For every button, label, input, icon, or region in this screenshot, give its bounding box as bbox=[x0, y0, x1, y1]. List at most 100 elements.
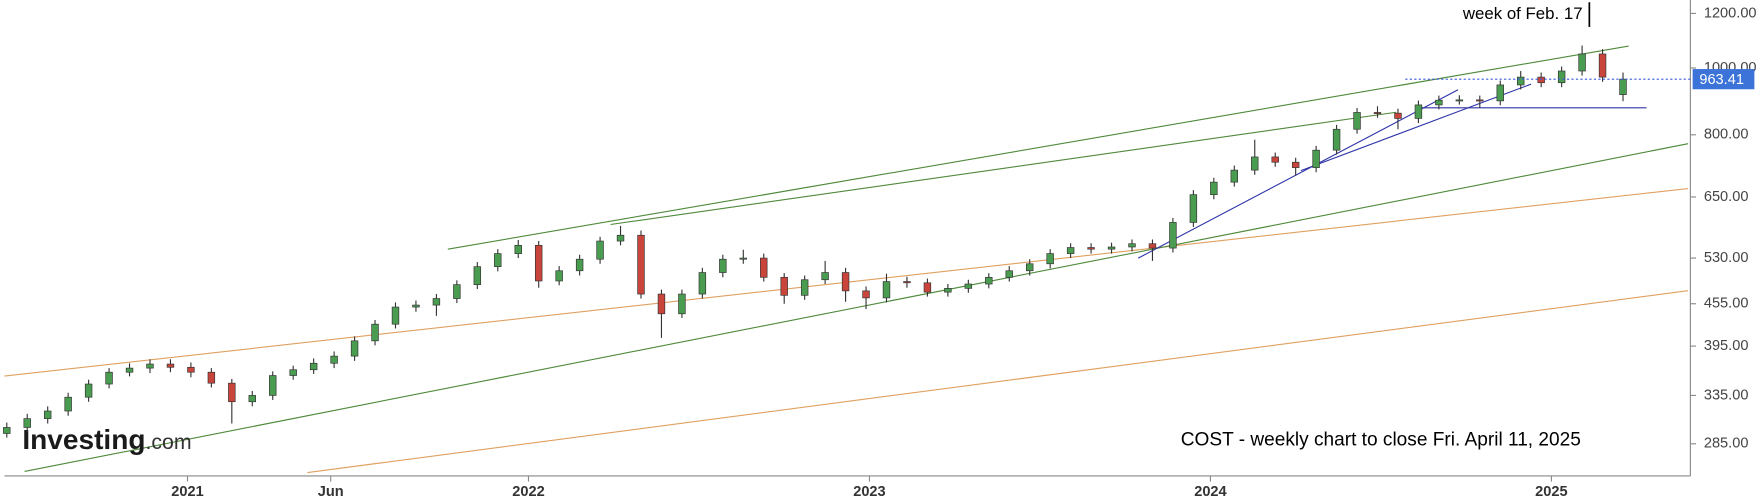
candle-body bbox=[760, 257, 768, 278]
candle-body bbox=[1251, 156, 1259, 171]
annotation: COST - weekly chart to close Fri. April … bbox=[1181, 430, 1581, 451]
trend-line bbox=[1137, 89, 1459, 259]
trend-line bbox=[1300, 83, 1532, 172]
candle-body bbox=[125, 367, 134, 373]
candle-body bbox=[391, 306, 400, 325]
background bbox=[4, 0, 1757, 504]
candle-body bbox=[207, 371, 216, 384]
candle-body bbox=[657, 293, 666, 315]
candle-body bbox=[882, 281, 891, 299]
candle-body bbox=[1128, 243, 1136, 248]
candle-body bbox=[1066, 247, 1075, 254]
candle-body bbox=[1210, 181, 1218, 196]
candle-body bbox=[719, 258, 727, 273]
trend-line bbox=[307, 290, 1689, 474]
candle-body bbox=[494, 253, 502, 268]
candle-body bbox=[412, 304, 420, 308]
candle-body bbox=[596, 240, 604, 260]
last-price-label: 963.41 bbox=[1699, 72, 1744, 88]
candle-body bbox=[678, 293, 686, 315]
candle-body bbox=[575, 258, 584, 272]
candle-body bbox=[1517, 76, 1525, 86]
candle-body bbox=[166, 363, 175, 368]
candle-body bbox=[1557, 70, 1566, 84]
candle-body bbox=[1291, 161, 1300, 168]
y-tick-label: 1200.00 bbox=[1704, 5, 1757, 21]
x-tick-label: 2024 bbox=[1194, 484, 1227, 500]
candle-body bbox=[637, 234, 645, 295]
candle-body bbox=[350, 340, 359, 357]
candle-body bbox=[1087, 247, 1095, 250]
candle-body bbox=[841, 272, 850, 292]
candle-body bbox=[1537, 76, 1545, 84]
candle-body bbox=[800, 279, 809, 296]
candle-body bbox=[289, 369, 297, 376]
candle-body bbox=[1230, 169, 1238, 183]
candle-body bbox=[534, 245, 543, 282]
candle-body bbox=[514, 245, 522, 254]
candle-body bbox=[1005, 270, 1013, 278]
candle-body bbox=[1598, 53, 1607, 78]
candle-body bbox=[1148, 243, 1157, 249]
y-tick-label: 455.00 bbox=[1704, 296, 1749, 312]
candle-body bbox=[1353, 112, 1361, 130]
trend-line bbox=[610, 111, 1397, 226]
candle-body bbox=[1189, 194, 1198, 223]
trend-line bbox=[447, 45, 1629, 250]
candle-body bbox=[985, 276, 993, 285]
candles bbox=[3, 45, 1627, 438]
candle-body bbox=[780, 276, 788, 296]
y-tick-label: 800.00 bbox=[1704, 127, 1749, 143]
trend-line bbox=[24, 143, 1689, 472]
candle-body bbox=[1046, 253, 1054, 265]
candle-body bbox=[944, 288, 952, 293]
x-tick-label: 2021 bbox=[171, 484, 203, 500]
candle-body bbox=[453, 284, 461, 299]
candle-body bbox=[43, 410, 52, 419]
y-tick-label: 335.00 bbox=[1704, 387, 1749, 403]
candle-body bbox=[473, 266, 482, 285]
candle-body bbox=[105, 371, 113, 385]
candle-body bbox=[698, 272, 707, 295]
candle-body bbox=[862, 290, 870, 299]
candle-body bbox=[1496, 84, 1504, 102]
candle-body bbox=[3, 427, 11, 434]
candle-body bbox=[228, 382, 236, 403]
candle-body bbox=[903, 281, 911, 284]
candle-body bbox=[1435, 99, 1443, 106]
candle-body bbox=[432, 298, 441, 306]
candle-body bbox=[1578, 53, 1586, 72]
x-tick-label: 2025 bbox=[1535, 484, 1567, 500]
candle-body bbox=[269, 375, 277, 396]
annotation: week of Feb. 17 bbox=[1462, 4, 1583, 23]
candle-body bbox=[1414, 104, 1423, 119]
watermark: Investing.com bbox=[22, 424, 191, 455]
candle-body bbox=[248, 395, 256, 403]
candle-body bbox=[187, 366, 195, 373]
candle-body bbox=[1169, 222, 1177, 249]
candle-body bbox=[371, 323, 379, 342]
candle-body bbox=[146, 363, 154, 369]
candle-body bbox=[309, 362, 318, 371]
y-tick-label: 285.00 bbox=[1704, 436, 1749, 452]
candle-body bbox=[616, 234, 625, 242]
candle-body bbox=[1312, 149, 1320, 168]
candle-body bbox=[923, 282, 932, 293]
watermark-part: .com bbox=[145, 430, 191, 454]
y-tick-label: 530.00 bbox=[1704, 250, 1749, 266]
x-tick-label: Jun bbox=[318, 484, 344, 500]
watermark-part: Investing bbox=[22, 424, 145, 455]
candle-body bbox=[1476, 99, 1484, 102]
y-tick-label: 395.00 bbox=[1704, 338, 1749, 354]
candle-body bbox=[739, 257, 747, 260]
candle-body bbox=[1271, 156, 1279, 163]
y-tick-label: 650.00 bbox=[1704, 189, 1749, 205]
candle-body bbox=[964, 283, 973, 289]
x-tick-label: 2023 bbox=[853, 484, 885, 500]
candle-body bbox=[555, 270, 563, 282]
candle-body bbox=[1373, 112, 1382, 114]
x-tick-label: 2022 bbox=[512, 484, 544, 500]
candle-body bbox=[1619, 78, 1627, 95]
candle-body bbox=[1026, 263, 1034, 272]
